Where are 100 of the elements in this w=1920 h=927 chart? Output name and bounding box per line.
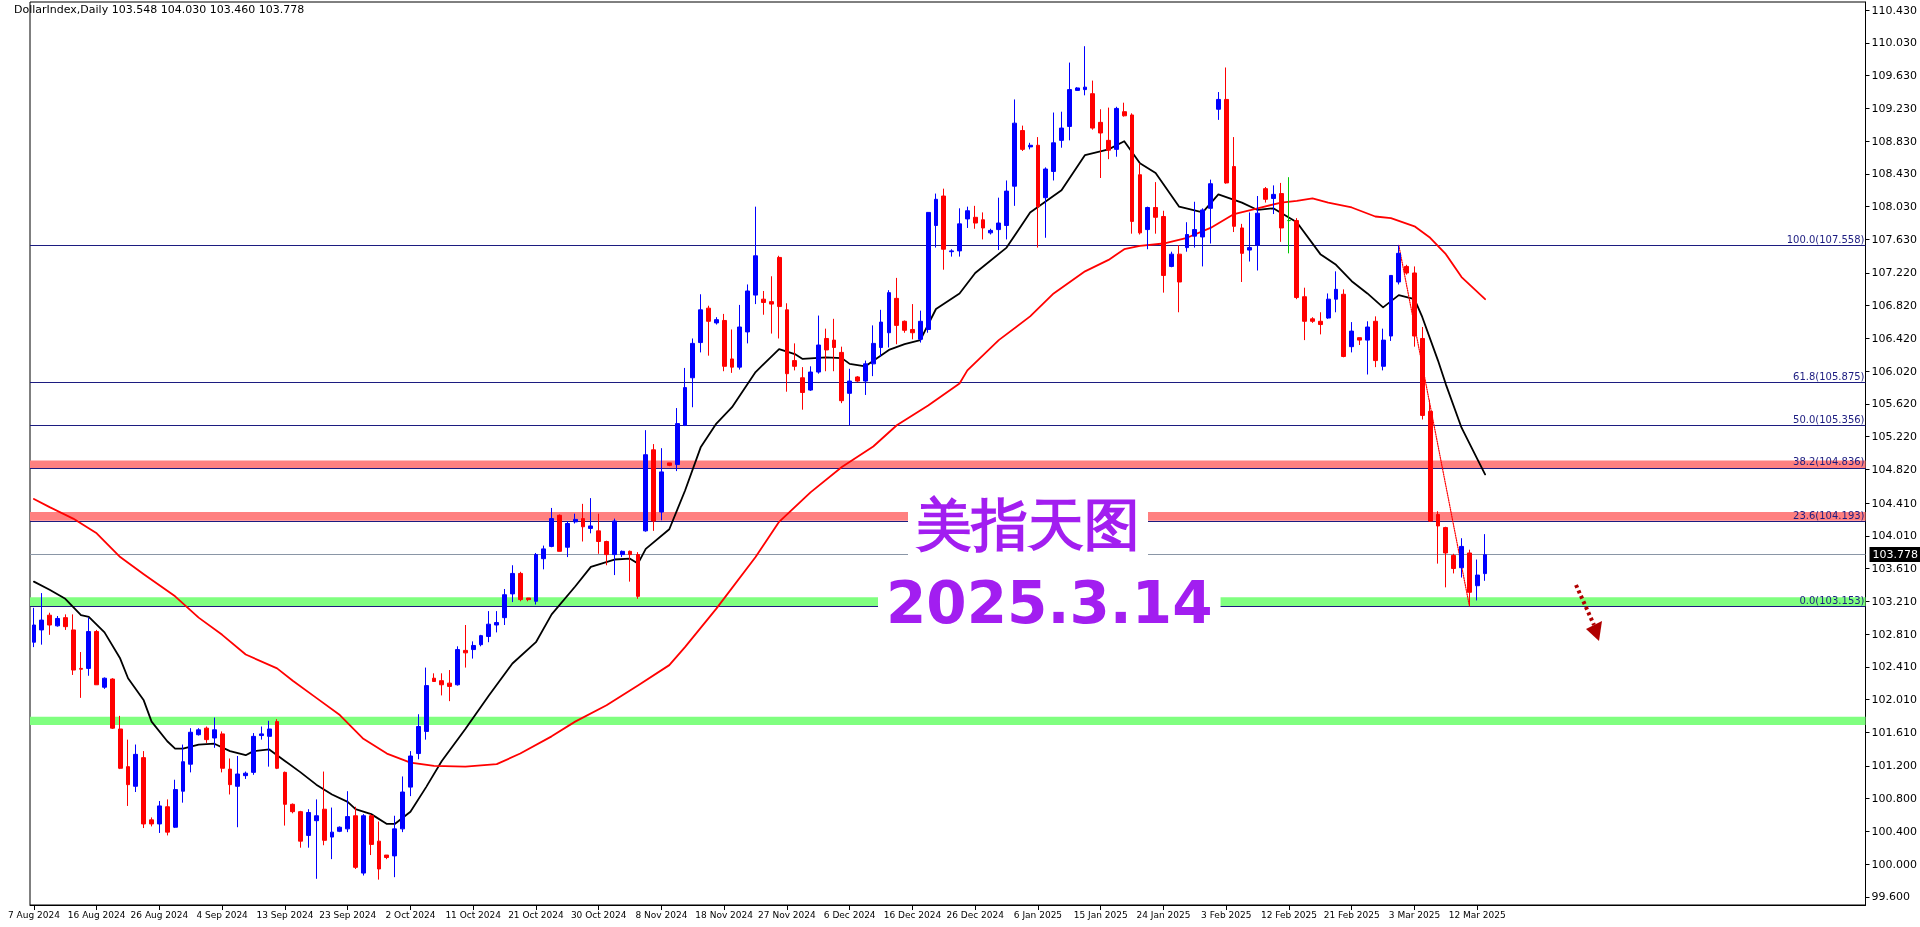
x-tick-label: 7 Aug 2024: [7, 909, 61, 920]
candlestick: [557, 513, 562, 552]
candlestick: [1271, 184, 1276, 215]
candlestick: [1090, 80, 1095, 131]
candlestick: [957, 207, 962, 258]
candlestick: [220, 730, 225, 773]
candlestick: [839, 346, 844, 404]
y-tick-label: 105.220: [1871, 430, 1918, 444]
candlestick: [675, 407, 680, 472]
candlestick: [1349, 321, 1354, 353]
candlestick: [118, 715, 123, 770]
x-tick-label: 16 Dec 2024: [883, 909, 942, 920]
ref-line-label: 50.0(105.356): [1793, 413, 1865, 425]
candlestick: [290, 802, 295, 814]
candlestick: [847, 368, 852, 426]
candlestick: [1396, 244, 1401, 285]
y-tick-label: 106.420: [1871, 331, 1918, 345]
candlestick: [1153, 181, 1158, 235]
candlestick: [361, 813, 366, 877]
candlestick: [502, 588, 507, 626]
candlestick: [863, 360, 868, 396]
candlestick: [879, 309, 883, 357]
candlestick: [855, 375, 860, 383]
candlestick: [1067, 62, 1072, 141]
candlestick: [102, 676, 107, 690]
ref-line-label: 0.0(103.153): [1799, 594, 1865, 606]
candlestick: [439, 672, 444, 696]
candlestick: [1051, 112, 1056, 181]
candlestick: [432, 672, 436, 682]
candlestick: [698, 293, 703, 353]
candlestick: [1130, 112, 1134, 235]
candlestick: [1075, 86, 1080, 91]
candlestick: [1192, 201, 1197, 249]
y-tick-label: 102.410: [1871, 660, 1918, 674]
candlestick: [714, 316, 719, 326]
text: 2025.3.14: [886, 569, 1213, 637]
candlestick: [377, 821, 381, 881]
candlestick: [981, 211, 985, 240]
candlestick: [353, 806, 358, 870]
candlestick: [1294, 217, 1299, 300]
x-tick-label: 26 Aug 2024: [130, 909, 189, 920]
candlestick: [1459, 537, 1464, 579]
candlestick: [330, 807, 334, 860]
candlestick: [298, 810, 303, 849]
candlestick: [1341, 288, 1346, 358]
candlestick: [541, 545, 546, 570]
candlestick: [926, 211, 931, 334]
candlestick: [133, 744, 138, 793]
candlestick: [792, 342, 797, 371]
candlestick: [1287, 176, 1291, 254]
candlestick: [1334, 270, 1338, 313]
candlestick: [1098, 108, 1103, 179]
line-series: [33, 140, 1486, 825]
candlestick: [894, 277, 899, 345]
candlestick: [1185, 221, 1189, 253]
candlestick: [1373, 315, 1378, 368]
candlestick: [730, 328, 734, 374]
candlestick: [283, 771, 287, 827]
candlestick: [181, 744, 185, 804]
candlestick: [416, 713, 421, 760]
candlestick: [918, 310, 923, 344]
candlestick: [1059, 111, 1064, 149]
candlestick: [973, 205, 978, 230]
candlestick: [949, 248, 954, 258]
candlestick: [612, 518, 617, 576]
candlestick: [1357, 337, 1362, 346]
candlestick: [816, 315, 821, 375]
candlestick: [110, 677, 115, 730]
candlestick: [259, 726, 264, 741]
candlestick: [71, 613, 76, 676]
x-tick-label: 13 Sep 2024: [256, 909, 314, 920]
candlestick: [94, 629, 99, 686]
candlestick: [1161, 210, 1166, 294]
y-tick-label: 109.630: [1871, 69, 1918, 83]
candlestick: [581, 503, 585, 543]
x-tick-label: 30 Oct 2024: [570, 909, 627, 920]
y-tick-label: 106.820: [1871, 299, 1918, 313]
y-tick-label: 103.610: [1871, 562, 1918, 576]
candlestick: [910, 303, 915, 340]
candlestick: [753, 206, 758, 305]
candlestick: [534, 552, 538, 606]
candlestick: [902, 319, 907, 334]
candlestick: [643, 429, 648, 533]
candlestick: [690, 337, 695, 408]
candlestick: [149, 816, 154, 827]
candlestick: [1169, 251, 1174, 268]
candlestick: [777, 255, 782, 339]
candlestick: [1122, 102, 1127, 118]
ref-line-label: 100.0(107.558): [1786, 233, 1865, 245]
candlestick: [683, 367, 687, 427]
candlestick: [55, 615, 60, 628]
candlestick: [471, 640, 476, 660]
candlestick: [1389, 274, 1393, 342]
candlestick: [965, 206, 970, 229]
candlestick: [745, 283, 750, 344]
candlestick: [808, 365, 813, 392]
candlestick: [424, 667, 429, 741]
y-tick-label: 101.200: [1871, 759, 1918, 773]
candlestick: [322, 771, 327, 846]
candlestick: [384, 854, 389, 860]
